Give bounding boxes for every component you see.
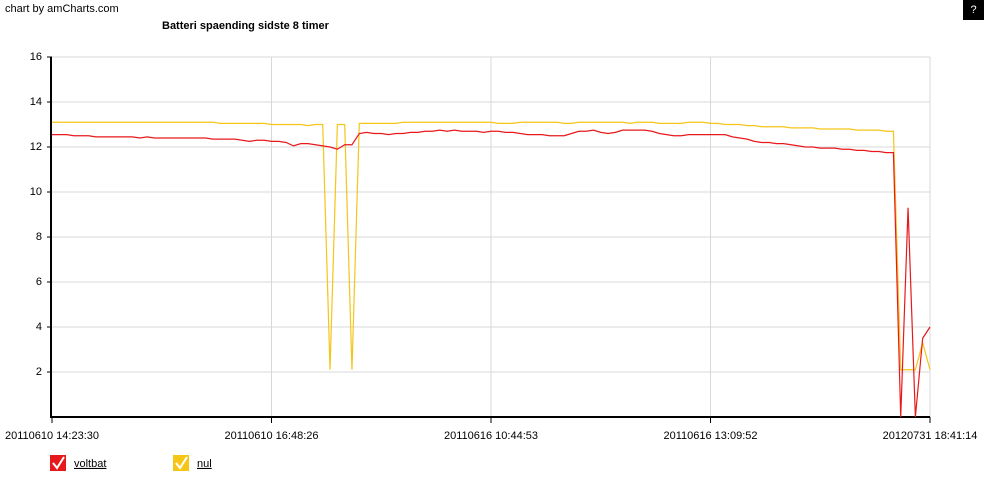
y-tick-label: 4	[36, 321, 42, 333]
legend-check	[175, 456, 188, 470]
y-tick-label: 6	[36, 276, 42, 288]
help-button[interactable]	[963, 0, 984, 20]
x-tick-label: 20110610 14:23:30	[5, 430, 99, 442]
y-tick-label: 16	[30, 51, 42, 63]
legend-label: voltbat	[74, 458, 106, 470]
y-tick-label: 10	[30, 186, 42, 198]
credit: chart by amCharts.com	[5, 3, 119, 15]
legend-check	[52, 456, 65, 470]
chart-title: Batteri spaending sidste 8 timer	[162, 20, 330, 32]
legend-item[interactable]: voltbat	[50, 455, 106, 471]
y-tick-label: 2	[36, 366, 42, 378]
x-tick-label: 20110616 10:44:53	[444, 430, 538, 442]
series-line	[52, 121, 931, 371]
y-tick-label: 8	[36, 231, 42, 243]
help-button-label[interactable]: ?	[970, 4, 976, 16]
y-tick-label: 14	[30, 96, 42, 108]
series-line	[52, 129, 931, 418]
x-tick-label: 20110616 13:09:52	[664, 430, 758, 442]
x-tick-label: 20120731 18:41:14	[883, 430, 978, 442]
x-tick-label: 20110610 16:48:26	[225, 430, 319, 442]
legend-label: nul	[197, 458, 212, 470]
legend-item[interactable]: nul	[173, 455, 212, 471]
y-tick-label: 12	[30, 141, 42, 153]
